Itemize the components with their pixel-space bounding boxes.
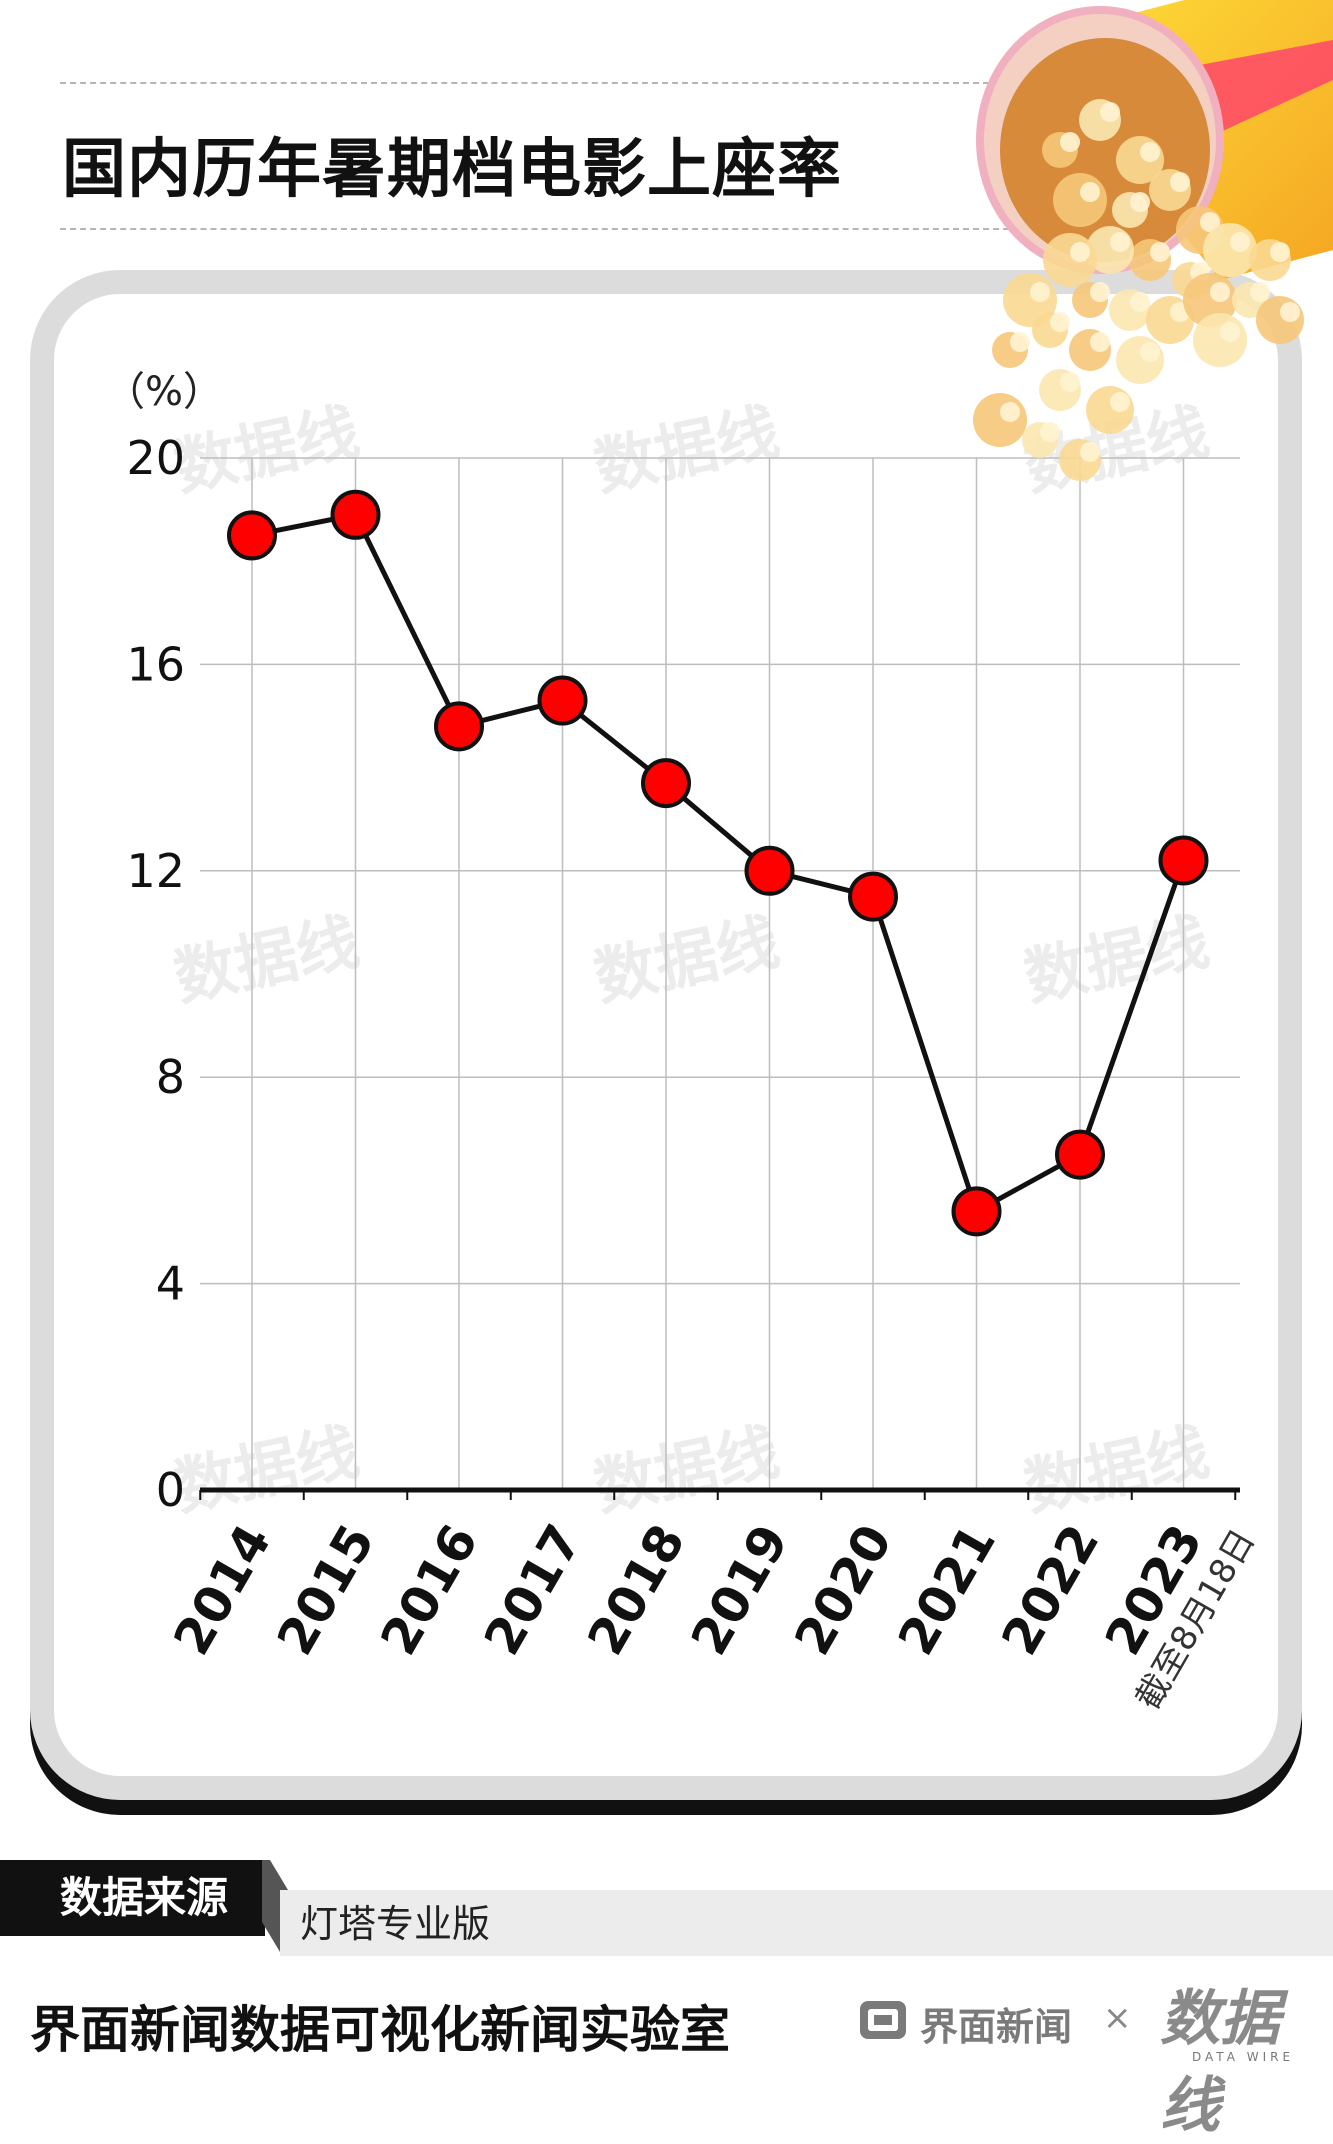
data-point	[1055, 1129, 1105, 1180]
x-tick-label: 2015	[266, 1515, 386, 1665]
popcorn-kernel-highlight	[1000, 402, 1020, 422]
watermark-text: 数据线	[168, 1415, 365, 1525]
data-point	[227, 510, 277, 561]
data-point	[951, 1186, 1002, 1237]
source-label: 数据来源	[0, 1860, 265, 1936]
collab-times-sign: ×	[1103, 1998, 1132, 2038]
popcorn-kernel-highlight	[1090, 332, 1110, 352]
popcorn-kernel-highlight	[1080, 182, 1100, 202]
data-point	[1158, 835, 1209, 886]
watermark-text: 数据线	[588, 395, 785, 505]
watermark-text: 数据线	[1018, 1415, 1215, 1525]
popcorn-kernel-highlight	[1030, 282, 1050, 302]
axis-layer: 0481216202014201520162017201820192020202…	[126, 431, 1263, 1716]
popcorn-kernel	[1086, 386, 1134, 434]
partner-logo-subtitle: DATA WIRE	[1192, 2050, 1295, 2064]
popcorn-kernel-highlight	[1080, 442, 1100, 462]
y-tick-label: 0	[156, 1463, 185, 1517]
x-tick-label: 2016	[370, 1515, 490, 1665]
x-tick-label: 2014	[163, 1515, 283, 1665]
data-point	[330, 489, 381, 540]
x-tick-label: 2022	[991, 1515, 1111, 1665]
y-tick-label: 20	[126, 431, 185, 485]
y-tick-label: 12	[126, 844, 185, 898]
popcorn-kernel-highlight	[1040, 422, 1060, 442]
watermark-text: 数据线	[1018, 905, 1215, 1015]
popcorn-kernel-highlight	[1230, 232, 1250, 252]
popcorn-kernel-highlight	[1090, 282, 1110, 302]
popcorn-kernel-highlight	[1060, 372, 1080, 392]
source-value: 灯塔专业版	[300, 1902, 491, 1946]
popcorn-bucket-icon	[973, 0, 1333, 481]
page-title: 国内历年暑期档电影上座率	[62, 133, 842, 207]
popcorn-kernel-highlight	[1050, 312, 1070, 332]
y-axis-label: （%）	[105, 369, 223, 415]
y-tick-label: 4	[156, 1257, 185, 1311]
data-point	[434, 701, 484, 752]
popcorn-kernel	[1003, 273, 1057, 327]
popcorn-kernel-highlight	[1280, 302, 1300, 322]
series-line	[251, 512, 1186, 1214]
watermark-text: 数据线	[588, 905, 785, 1015]
popcorn-kernel-highlight	[1270, 242, 1290, 262]
popcorn-kernel	[1043, 233, 1097, 287]
grid-layer	[200, 457, 1240, 1490]
brand-name: 界面新闻	[920, 2005, 1073, 2049]
source-band	[280, 1890, 1333, 1956]
popcorn-kernel	[1053, 173, 1107, 227]
popcorn-kernel-highlight	[1200, 212, 1220, 232]
popcorn-kernel-highlight	[1170, 172, 1190, 192]
data-point	[537, 675, 588, 726]
y-tick-label: 16	[126, 637, 185, 691]
popcorn-kernel	[1116, 336, 1164, 384]
popcorn-kernel-highlight	[1110, 232, 1130, 252]
popcorn-kernel-highlight	[1100, 102, 1120, 122]
popcorn-kernel-highlight	[1110, 392, 1130, 412]
y-tick-label: 8	[156, 1050, 185, 1104]
popcorn-kernel-highlight	[1010, 332, 1030, 352]
x-tick-label: 2020	[784, 1515, 904, 1665]
watermark-text: 数据线	[168, 905, 365, 1015]
popcorn-kernel	[1193, 313, 1247, 367]
popcorn-kernel-highlight	[1250, 282, 1270, 302]
popcorn-kernel-highlight	[1070, 242, 1090, 262]
popcorn-kernel-highlight	[1140, 142, 1160, 162]
series-layer	[227, 489, 1209, 1237]
popcorn-kernel-highlight	[1060, 132, 1080, 152]
popcorn-kernel	[1256, 296, 1304, 344]
watermark-text: 数据线	[588, 1415, 785, 1525]
x-tick-label: 2019	[680, 1515, 800, 1665]
popcorn-kernel	[1203, 223, 1257, 277]
popcorn-kernel-highlight	[1220, 322, 1240, 342]
jiemian-logo-icon	[860, 2001, 906, 2039]
popcorn-kernel-highlight	[1130, 292, 1150, 312]
data-point	[641, 758, 691, 809]
popcorn-kernel-highlight	[1140, 342, 1160, 362]
title-top-divider	[60, 82, 1270, 84]
partner-logo: 数据线	[1160, 1984, 1280, 2141]
data-point	[848, 871, 898, 922]
x-tick-label: 2021	[887, 1515, 1007, 1665]
popcorn-kernel-highlight	[1150, 242, 1170, 262]
popcorn-kernel-highlight	[1210, 282, 1230, 302]
title-bottom-divider	[60, 228, 1270, 230]
data-point	[744, 845, 795, 896]
footer-text: 界面新闻数据可视化新闻实验室	[30, 2001, 730, 2059]
x-tick-label: 2018	[577, 1515, 697, 1665]
popcorn-kernel-highlight	[1130, 192, 1150, 212]
popcorn-kernel	[973, 393, 1027, 447]
x-tick-label: 2017	[473, 1515, 593, 1665]
